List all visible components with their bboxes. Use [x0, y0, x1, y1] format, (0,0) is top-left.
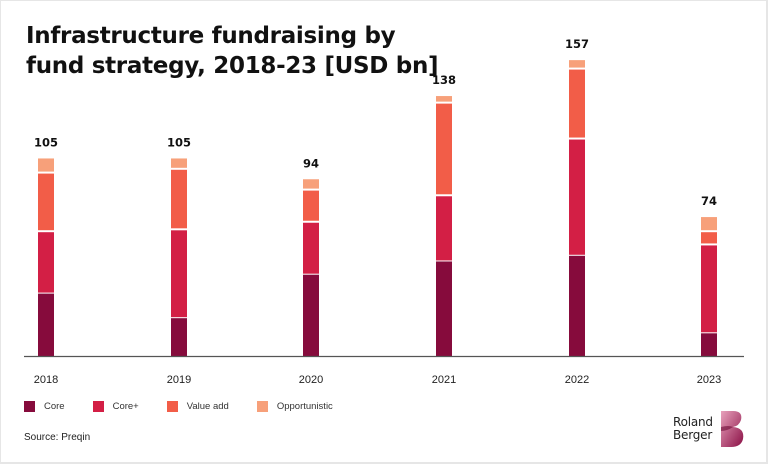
bar-core-plus-2019: [171, 230, 187, 318]
legend-label-opportunistic: Opportunistic: [276, 401, 333, 412]
legend-swatch-value-add: [166, 401, 178, 412]
total-label-2022: 157: [565, 37, 589, 51]
total-label-2018: 105: [34, 135, 58, 149]
total-label-2019: 105: [167, 135, 191, 149]
x-tick-label-2019: 2019: [167, 374, 191, 386]
logo-b-mark-icon: [720, 411, 744, 447]
legend-swatch-core-plus: [92, 401, 104, 412]
total-label-2021: 138: [432, 73, 456, 87]
bar-core-2022: [569, 255, 585, 356]
source-note: Source: Preqin: [24, 432, 91, 443]
x-tick-label-2021: 2021: [432, 374, 456, 386]
bar-core-plus-2022: [569, 139, 585, 255]
bar-value-add-2023: [701, 232, 717, 244]
bar-core-plus-2021: [436, 196, 452, 261]
legend-item-value-add: Value add: [166, 401, 229, 412]
legend-item-core: Core: [24, 401, 65, 412]
legend-item-core-plus: Core+: [92, 401, 139, 412]
bar-opportunistic-2018: [38, 158, 54, 172]
chart-title-line-2: fund strategy, 2018-23 [USD bn]: [26, 53, 439, 79]
chart-title-line-1: Infrastructure fundraising by: [26, 23, 396, 49]
bar-core-plus-2018: [38, 232, 54, 293]
bar-core-2018: [38, 293, 54, 356]
total-label-2020: 94: [303, 156, 319, 170]
legend-label-core: Core: [44, 401, 65, 412]
bar-value-add-2022: [569, 69, 585, 138]
bar-core-plus-2023: [701, 245, 717, 333]
x-tick-label-2022: 2022: [565, 374, 589, 386]
roland-berger-logo: Roland Berger: [673, 411, 745, 447]
bar-core-2020: [303, 274, 319, 356]
legend-swatch-opportunistic: [256, 401, 268, 412]
bar-opportunistic-2019: [171, 158, 187, 168]
labels-group: 105 2018 105 2019 94 2020 138 2021 157 2022 74 2023: [34, 37, 721, 386]
bar-value-add-2020: [303, 190, 319, 221]
legend-swatch-core: [24, 401, 35, 412]
bar-opportunistic-2023: [701, 217, 717, 231]
bar-opportunistic-2020: [303, 179, 319, 189]
legend-label-core-plus: Core+: [112, 401, 139, 412]
x-tick-label-2018: 2018: [34, 374, 58, 386]
bar-core-2023: [701, 333, 717, 356]
logo-text-line-1: Roland: [673, 415, 713, 429]
bar-core-plus-2020: [303, 222, 319, 274]
total-label-2023: 74: [701, 194, 717, 208]
legend-item-opportunistic: Opportunistic: [256, 401, 333, 412]
bar-value-add-2018: [38, 173, 54, 231]
logo-text-line-2: Berger: [673, 428, 713, 442]
x-tick-label-2020: 2020: [299, 374, 323, 386]
bar-opportunistic-2021: [436, 96, 452, 102]
logo-text: Roland Berger: [673, 416, 713, 442]
bar-value-add-2019: [171, 169, 187, 229]
bar-core-2021: [436, 261, 452, 356]
bars-group: [38, 60, 717, 356]
bar-core-2019: [171, 318, 187, 356]
bar-opportunistic-2022: [569, 60, 585, 68]
bar-value-add-2021: [436, 103, 452, 195]
chart-title: Infrastructure fundraising by fund strat…: [26, 21, 446, 81]
legend-label-value-add: Value add: [186, 401, 229, 412]
x-tick-label-2023: 2023: [697, 374, 721, 386]
legend: Core Core+ Value add Opportunistic: [24, 401, 361, 412]
